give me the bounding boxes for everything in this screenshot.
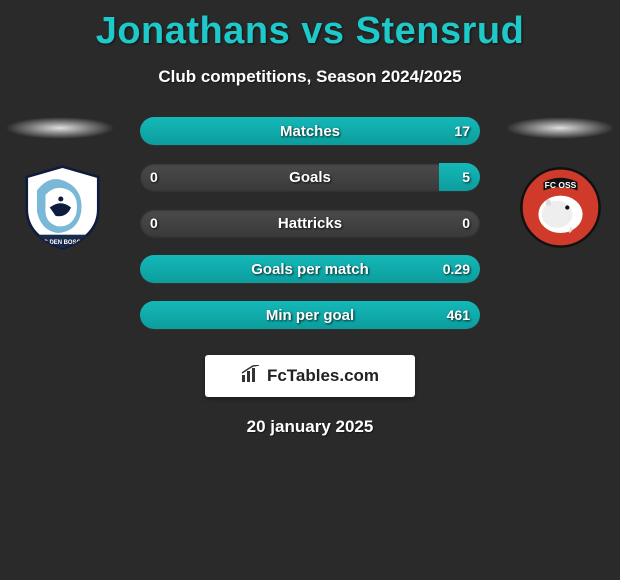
stat-value-right: 0 [462, 215, 470, 231]
stat-label: Hattricks [278, 215, 342, 232]
stat-value-left: 0 [150, 215, 158, 231]
date-label: 20 january 2025 [0, 417, 620, 437]
stat-label: Matches [280, 123, 340, 140]
watermark-text: FcTables.com [267, 366, 379, 386]
den-bosch-crest-icon: FC DEN BOSCH [15, 165, 110, 250]
stat-bar: 0 0 Hattricks [140, 209, 480, 237]
team-logo-left: FC DEN BOSCH [15, 165, 110, 250]
stat-value-right: 0.29 [443, 261, 470, 277]
bar-fill [439, 163, 480, 191]
team-logo-right: FC OSS [513, 165, 608, 250]
stat-value-right: 461 [447, 307, 470, 323]
stat-bar: 17 Matches [140, 117, 480, 145]
stat-value-right: 17 [454, 123, 470, 139]
stat-bar: 0 5 Goals [140, 163, 480, 191]
stat-label: Min per goal [266, 307, 354, 324]
shadow-right [505, 117, 615, 139]
comparison-stage: FC DEN BOSCH FC OSS 17 Matches 0 5 Goals 0 0 Ha… [0, 117, 620, 347]
svg-text:FC DEN BOSCH: FC DEN BOSCH [40, 240, 85, 246]
subtitle: Club competitions, Season 2024/2025 [0, 67, 620, 87]
watermark: FcTables.com [205, 355, 415, 397]
stat-bar: 461 Min per goal [140, 301, 480, 329]
shadow-left [5, 117, 115, 139]
svg-text:FC OSS: FC OSS [545, 180, 577, 190]
stat-value-right: 5 [462, 169, 470, 185]
page-title: Jonathans vs Stensrud [0, 0, 620, 53]
stat-label: Goals per match [251, 261, 369, 278]
stat-bar: 0.29 Goals per match [140, 255, 480, 283]
stat-label: Goals [289, 169, 331, 186]
stat-value-left: 0 [150, 169, 158, 185]
stat-bars: 17 Matches 0 5 Goals 0 0 Hattricks 0.29 Goals per… [140, 117, 480, 347]
chart-icon [241, 365, 261, 388]
fc-oss-crest-icon: FC OSS [513, 165, 608, 250]
